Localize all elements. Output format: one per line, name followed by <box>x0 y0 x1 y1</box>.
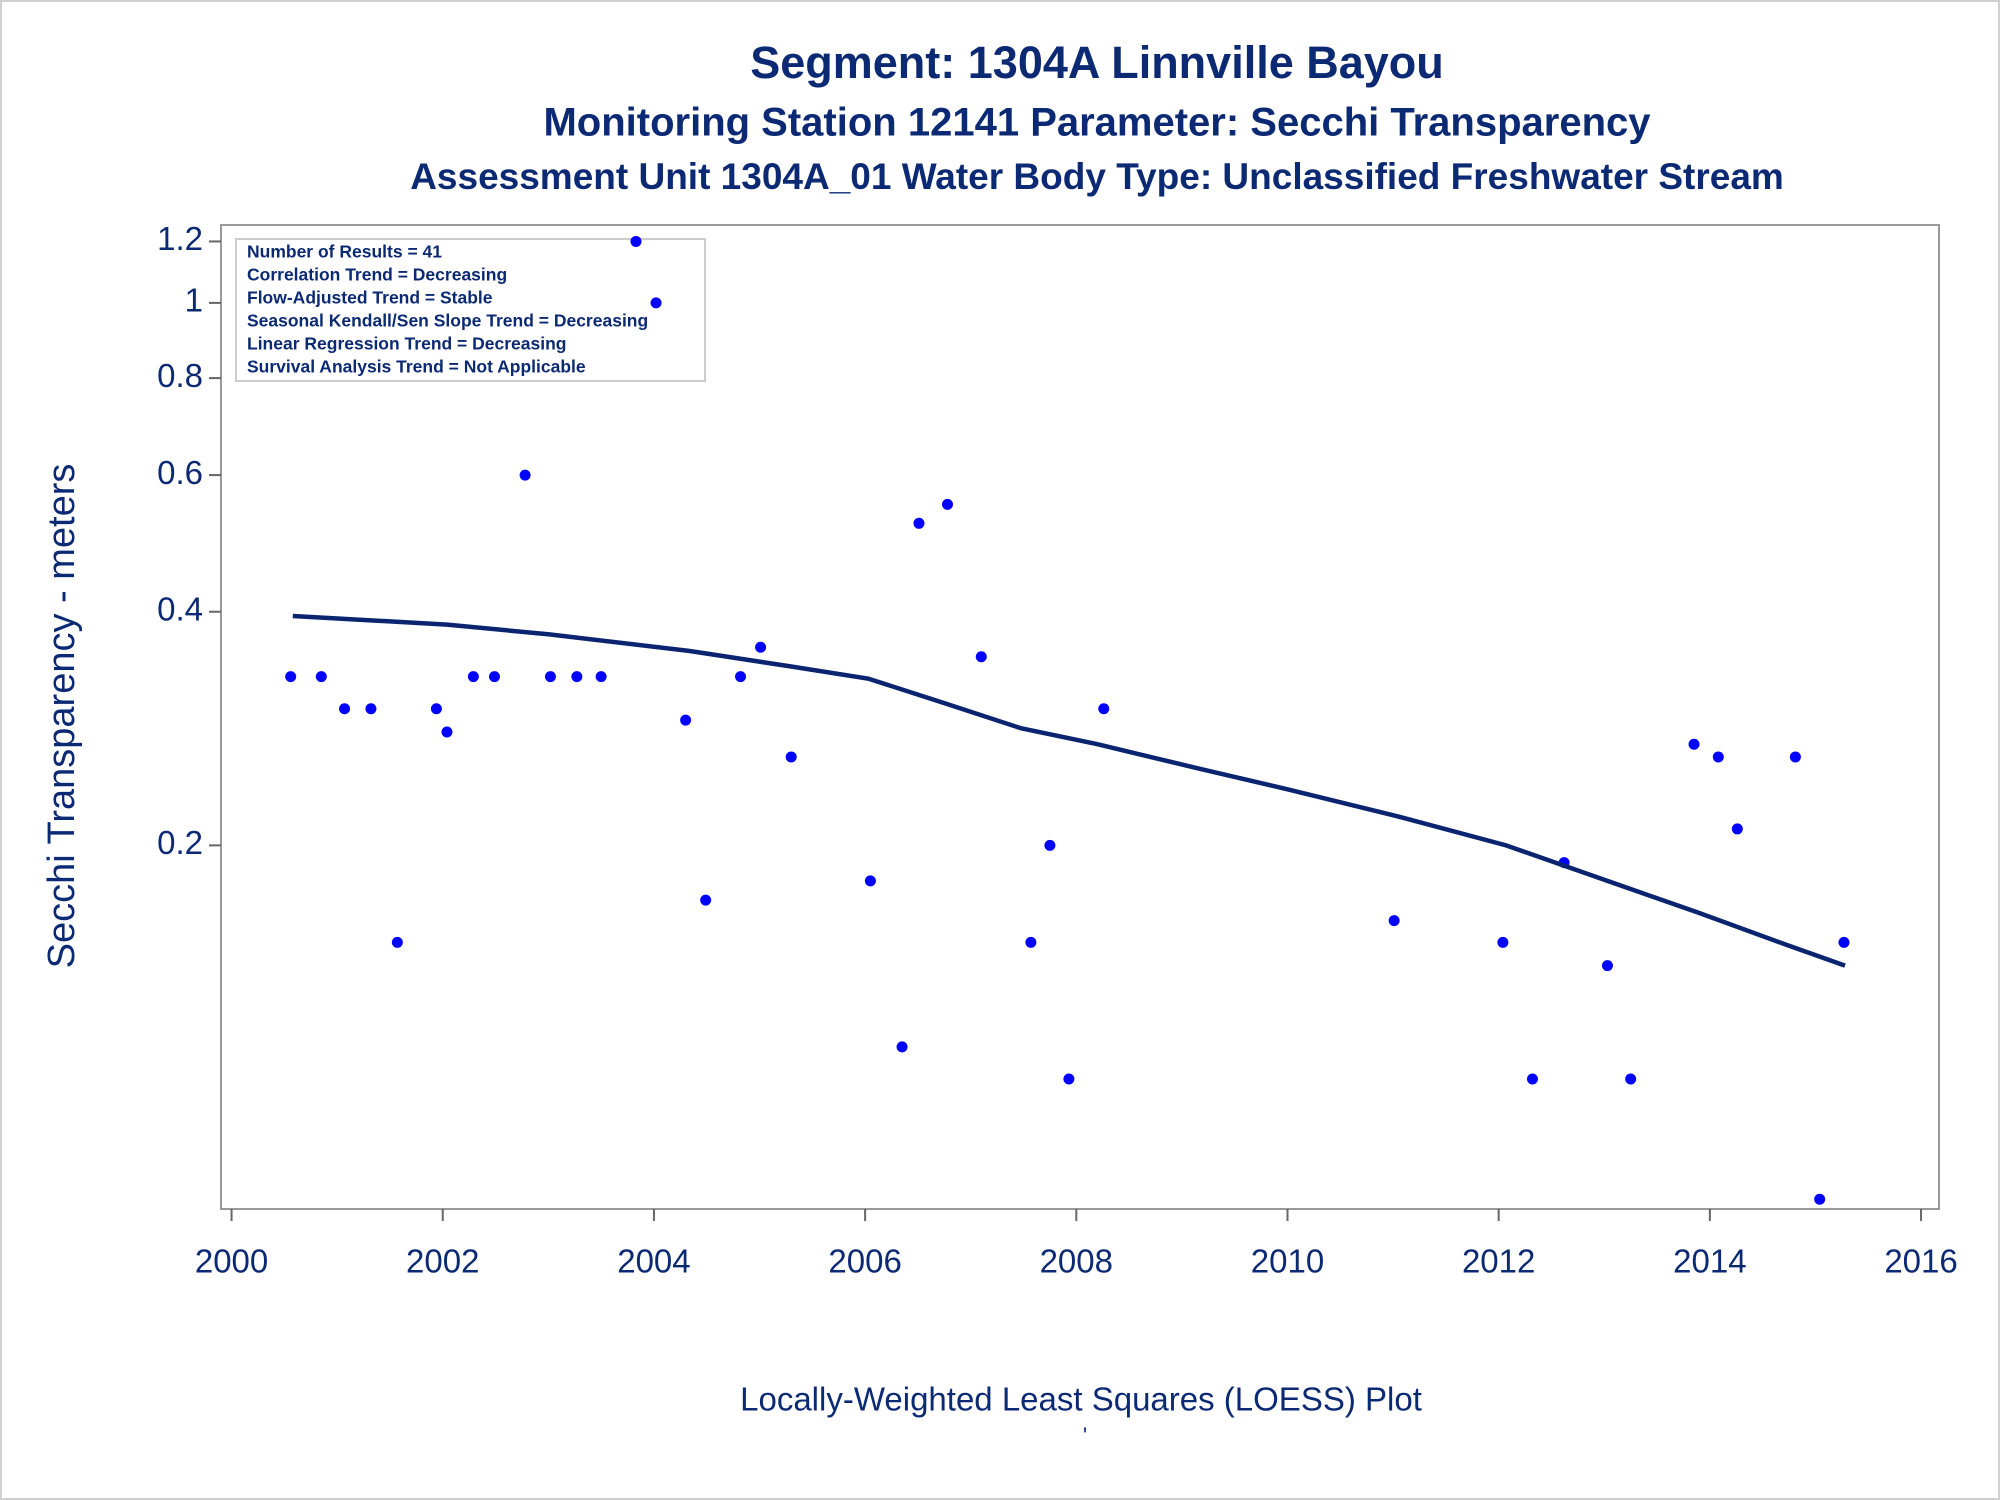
data-point <box>913 517 925 529</box>
data-point <box>700 894 712 906</box>
y-tick-label: 0.4 <box>157 590 203 627</box>
data-point <box>430 703 442 715</box>
x-tick-label: 2006 <box>828 1243 901 1280</box>
data-point <box>680 714 692 726</box>
data-point <box>735 671 747 683</box>
x-tick-label: 2014 <box>1673 1243 1746 1280</box>
annotation: Flow-Adjusted Trend = Stable <box>247 288 493 308</box>
data-point <box>1712 751 1724 763</box>
x-axis-label: Locally-Weighted Least Squares (LOESS) P… <box>740 1381 1422 1418</box>
plot-area <box>220 224 1940 1210</box>
data-point <box>571 671 583 683</box>
x-tick-label: 2002 <box>406 1243 479 1280</box>
annotation: Number of Results = 41 <box>247 242 442 262</box>
annotation: Linear Regression Trend = Decreasing <box>247 334 567 354</box>
annotation: Correlation Trend = Decreasing <box>247 265 507 285</box>
data-point <box>595 671 607 683</box>
x-tick-label: 2004 <box>617 1243 690 1280</box>
data-point <box>365 703 377 715</box>
y-tick-label: 0.6 <box>157 454 203 491</box>
data-point <box>941 498 953 510</box>
data-point <box>1789 751 1801 763</box>
data-point <box>1098 703 1110 715</box>
chart-title: Segment: 1304A Linnville Bayou <box>750 37 1444 88</box>
data-point <box>630 235 642 247</box>
data-point <box>1497 936 1509 948</box>
x-tick-label: 2012 <box>1462 1243 1535 1280</box>
data-point <box>467 671 479 683</box>
chart-subtitle: Assessment Unit 1304A_01 Water Body Type… <box>410 156 1784 197</box>
y-tick-label: 0.8 <box>157 357 203 394</box>
data-point <box>975 651 987 663</box>
data-point <box>1388 915 1400 927</box>
y-axis-label: Secchi Transparency - meters <box>41 464 83 969</box>
annotation: Survival Analysis Trend = Not Applicable <box>247 357 586 377</box>
annotation: Seasonal Kendall/Sen Slope Trend = Decre… <box>247 311 648 331</box>
x-tick-label: 2008 <box>1040 1243 1113 1280</box>
data-point <box>864 875 876 887</box>
data-point <box>1063 1073 1075 1085</box>
y-tick-label: 1.2 <box>157 220 203 257</box>
data-point <box>391 936 403 948</box>
data-point <box>896 1041 908 1053</box>
data-point <box>1688 738 1700 750</box>
data-point <box>1731 823 1743 835</box>
y-tick-label: 0.2 <box>157 824 203 861</box>
data-point <box>544 671 556 683</box>
x-tick-label: 2010 <box>1251 1243 1324 1280</box>
data-point <box>1625 1073 1637 1085</box>
data-point <box>315 671 327 683</box>
data-point <box>1044 839 1056 851</box>
data-point <box>441 726 453 738</box>
data-point <box>1601 960 1613 972</box>
data-point <box>1025 936 1037 948</box>
data-point <box>488 671 500 683</box>
y-tick-label: 1 <box>185 282 203 319</box>
x-tick-label: 2016 <box>1884 1243 1957 1280</box>
data-point <box>1814 1193 1826 1205</box>
footnote: ' <box>1083 1423 1087 1448</box>
data-point <box>519 469 531 481</box>
data-point <box>755 641 767 653</box>
data-point <box>785 751 797 763</box>
data-point <box>339 703 351 715</box>
data-point <box>285 671 297 683</box>
chart-subtitle: Monitoring Station 12141 Parameter: Secc… <box>543 101 1651 145</box>
data-point <box>650 297 662 309</box>
annotation-box <box>235 238 706 382</box>
loess-line <box>292 613 1846 968</box>
data-point <box>1526 1073 1538 1085</box>
x-tick-label: 2000 <box>195 1243 268 1280</box>
data-point <box>1838 936 1850 948</box>
